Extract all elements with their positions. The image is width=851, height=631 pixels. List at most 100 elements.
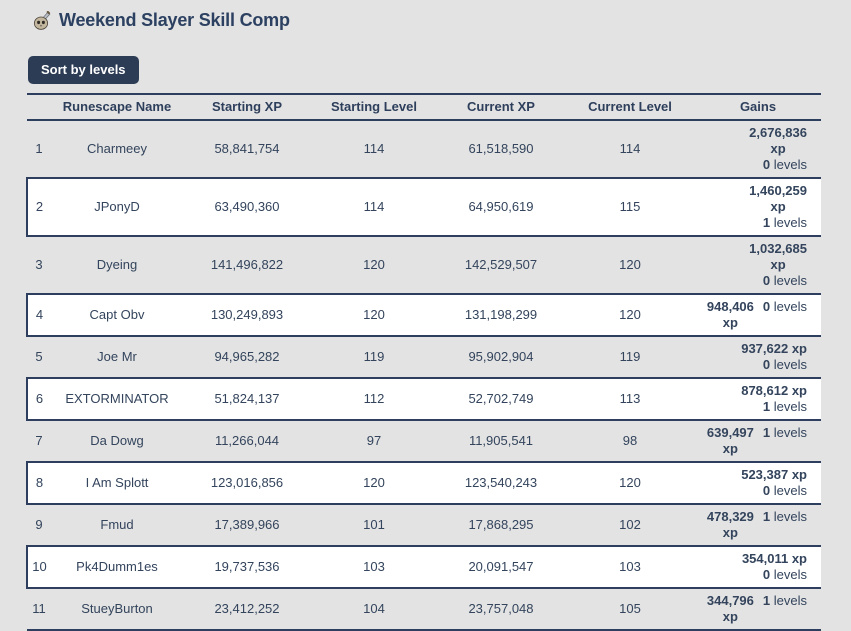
gains-levels-value: 1	[762, 425, 771, 440]
gains-levels-value: 0	[762, 299, 771, 314]
current-xp-cell: 61,518,590	[437, 120, 565, 179]
page: { "page": { "title": "Weekend Slayer Ski…	[26, 10, 821, 631]
player-name-cell: EXTORMINATOR	[51, 378, 183, 421]
column-header-gains: Gains	[695, 94, 821, 121]
gains-cell: 878,612 xp1 levels	[695, 378, 821, 421]
page-title: Weekend Slayer Skill Comp	[59, 10, 290, 30]
gains-levels-unit: levels	[773, 509, 807, 524]
column-header-starting-xp: Starting XP	[183, 94, 311, 121]
gains-cell: 2,676,836 xp0 levels	[695, 120, 821, 179]
gains-levels: 1 levels	[763, 215, 807, 231]
leaderboard-table: Runescape Name Starting XP Starting Leve…	[26, 93, 821, 631]
table-row: 10 Pk4Dumm1es 19,737,536 103 20,091,547 103 35…	[26, 546, 821, 589]
current-xp-cell: 52,702,749	[437, 378, 565, 421]
rank-cell: 5	[27, 336, 51, 379]
table-row: 5 Joe Mr 94,965,282 119 95,902,904 119 937,622…	[27, 336, 821, 379]
gains-levels-value: 0	[762, 357, 771, 372]
current-level-cell: 102	[565, 504, 695, 547]
current-level-cell: 120	[565, 294, 695, 337]
starting-level-cell: 104	[311, 588, 437, 631]
gains-xp: 354,011 xp	[741, 551, 807, 566]
rank-cell: 11	[27, 588, 51, 631]
table-row: 6 EXTORMINATOR 51,824,137 112 52,702,749 113 8…	[26, 378, 821, 421]
current-xp-cell: 20,091,547	[437, 546, 565, 589]
current-xp-cell: 142,529,507	[437, 236, 565, 295]
current-xp-cell: 17,868,295	[437, 504, 565, 547]
gains-levels-value: 1	[762, 593, 771, 608]
current-level-cell: 114	[565, 120, 695, 179]
current-level-cell: 120	[565, 236, 695, 295]
column-header-runescape-name: Runescape Name	[51, 94, 183, 121]
gains-cell: 354,011 xp0 levels	[695, 546, 821, 589]
gains-levels: 0 levels	[763, 273, 807, 289]
gains-levels-unit: levels	[773, 299, 807, 314]
gains-levels: 0 levels	[763, 299, 807, 315]
gains-cell: 937,622 xp0 levels	[695, 336, 821, 379]
current-level-cell: 119	[565, 336, 695, 379]
current-level-cell: 113	[565, 378, 695, 421]
current-xp-cell: 23,757,048	[437, 588, 565, 631]
gains-levels: 0 levels	[763, 357, 807, 373]
gains-cell: 478,329 xp 1 levels	[695, 504, 821, 547]
table-row: 1 Charmeey 58,841,754 114 61,518,590 114 2,676…	[27, 120, 821, 179]
starting-xp-cell: 94,965,282	[183, 336, 311, 379]
gains-levels-unit: levels	[773, 425, 807, 440]
gains-levels-unit: levels	[773, 399, 807, 414]
starting-level-cell: 112	[311, 378, 437, 421]
gains-levels-unit: levels	[773, 157, 807, 172]
starting-xp-cell: 63,490,360	[183, 178, 311, 237]
player-name-cell: Da Dowg	[51, 420, 183, 463]
gains-xp: 1,032,685 xp	[749, 241, 807, 272]
gains-levels-value: 1	[762, 215, 771, 230]
starting-level-cell: 103	[311, 546, 437, 589]
starting-xp-cell: 11,266,044	[183, 420, 311, 463]
player-name-cell: Charmeey	[51, 120, 183, 179]
header-row: Runescape Name Starting XP Starting Leve…	[27, 94, 821, 121]
table-row: 9 Fmud 17,389,966 101 17,868,295 102 478,329 x…	[27, 504, 821, 547]
starting-level-cell: 120	[311, 294, 437, 337]
gains-xp: 344,796 xp	[706, 593, 754, 624]
player-name-cell: Dyeing	[51, 236, 183, 295]
current-level-cell: 115	[565, 178, 695, 237]
gains-cell: 1,460,259 xp1 levels	[695, 178, 821, 237]
player-name-cell: I Am Splott	[51, 462, 183, 505]
gains-levels-unit: levels	[773, 357, 807, 372]
starting-xp-cell: 23,412,252	[183, 588, 311, 631]
player-name-cell: Capt Obv	[51, 294, 183, 337]
column-header-current-xp: Current XP	[437, 94, 565, 121]
current-level-cell: 105	[565, 588, 695, 631]
gains-xp: 948,406 xp	[706, 299, 754, 330]
starting-xp-cell: 17,389,966	[183, 504, 311, 547]
gains-levels-unit: levels	[773, 593, 807, 608]
gains-xp: 878,612 xp	[741, 383, 807, 398]
table-row: 11 StueyBurton 23,412,252 104 23,757,048 105 3…	[27, 588, 821, 631]
gains-levels-value: 0	[762, 157, 771, 172]
table-row: 2 JPonyD 63,490,360 114 64,950,619 115 1,460,2…	[26, 178, 821, 237]
player-name-cell: StueyBurton	[51, 588, 183, 631]
current-xp-cell: 131,198,299	[437, 294, 565, 337]
rank-cell: 8	[26, 462, 51, 505]
gains-levels: 1 levels	[763, 399, 807, 415]
rank-cell: 7	[27, 420, 51, 463]
gains-levels-unit: levels	[773, 215, 807, 230]
gains-levels: 1 levels	[763, 593, 807, 609]
gains-xp: 523,387 xp	[741, 467, 807, 482]
gains-levels-value: 1	[762, 399, 771, 414]
gains-levels: 1 levels	[763, 509, 807, 525]
rank-cell: 1	[27, 120, 51, 179]
starting-level-cell: 101	[311, 504, 437, 547]
rank-cell: 4	[26, 294, 51, 337]
starting-xp-cell: 51,824,137	[183, 378, 311, 421]
starting-level-cell: 120	[311, 236, 437, 295]
starting-level-cell: 114	[311, 120, 437, 179]
gains-xp: 937,622 xp	[741, 341, 807, 356]
player-name-cell: Joe Mr	[51, 336, 183, 379]
sort-by-levels-button[interactable]: Sort by levels	[28, 56, 139, 84]
gains-levels-unit: levels	[773, 483, 807, 498]
starting-level-cell: 114	[311, 178, 437, 237]
starting-xp-cell: 123,016,856	[183, 462, 311, 505]
gains-cell: 344,796 xp 1 levels	[695, 588, 821, 631]
gains-levels: 0 levels	[763, 157, 807, 173]
rank-cell: 9	[27, 504, 51, 547]
